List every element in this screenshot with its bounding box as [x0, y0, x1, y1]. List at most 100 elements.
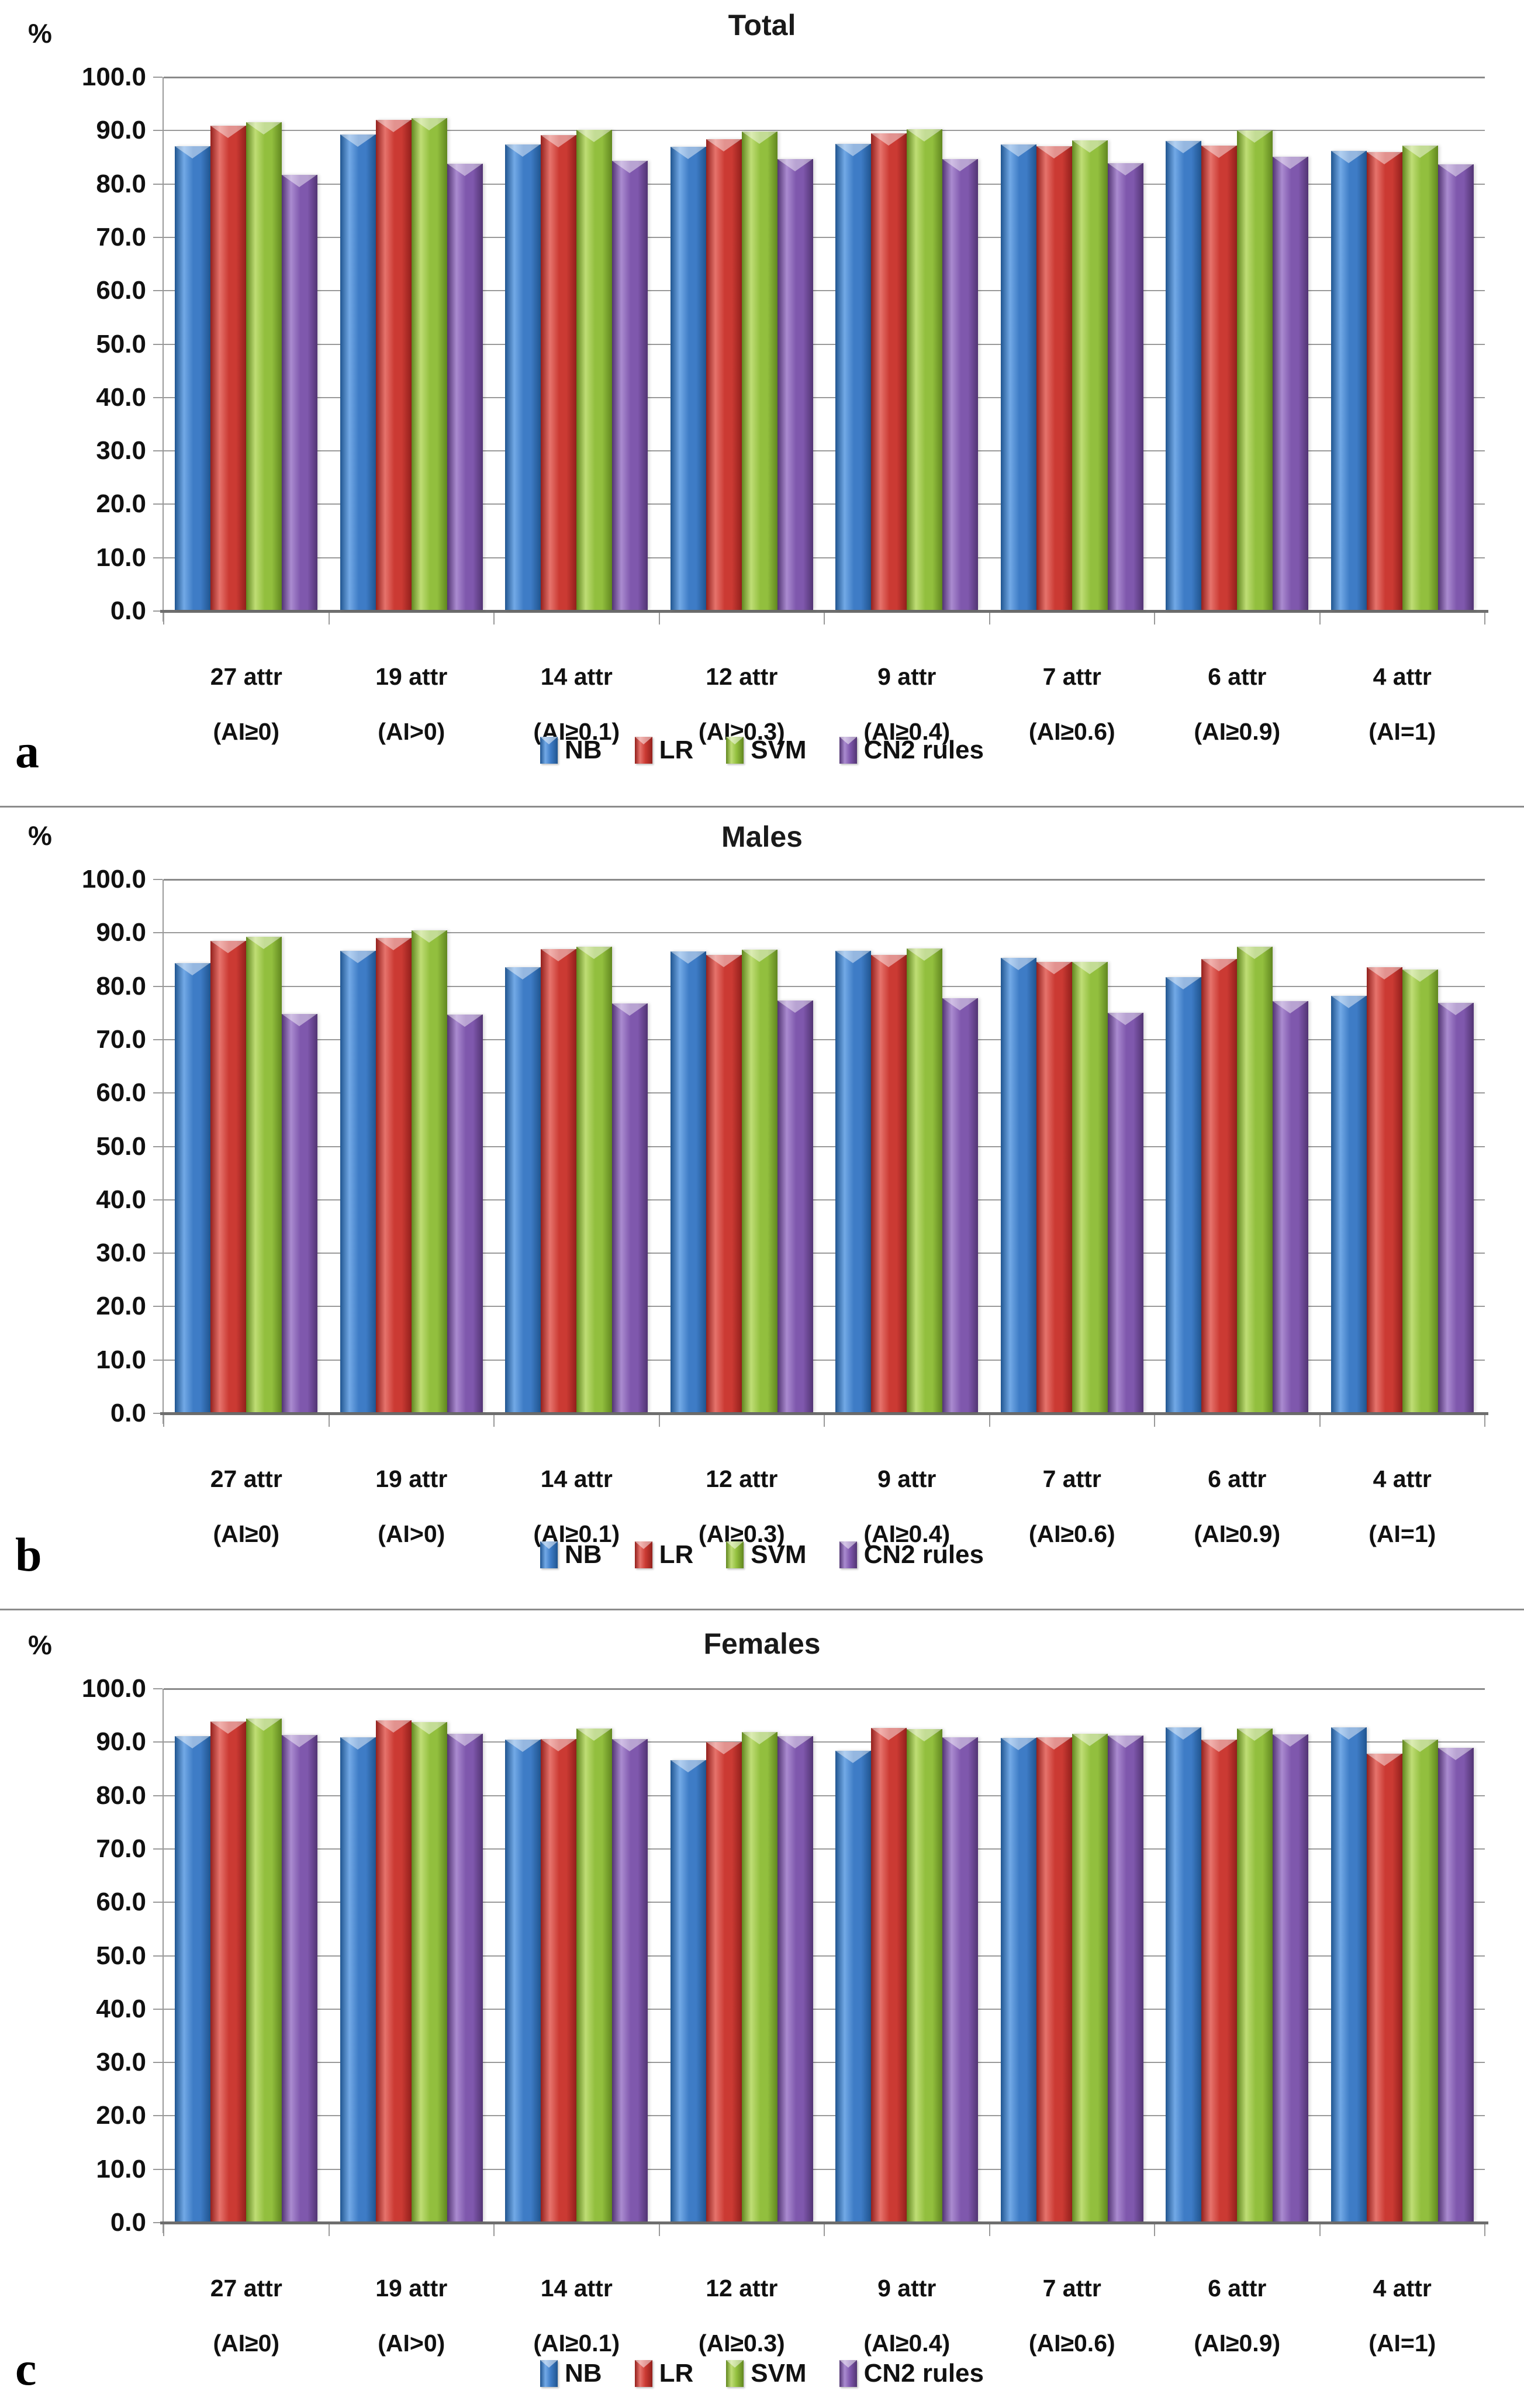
bar-nb	[1331, 150, 1367, 610]
bar-svm	[1237, 1729, 1273, 2221]
category-attr-count: 19 attr	[375, 2275, 448, 2302]
category-label: 7 attr (AI≥0.6)	[990, 664, 1155, 744]
y-tick-label: 90.0	[96, 1727, 146, 1757]
category-label: 7 attr (AI≥0.6)	[990, 2275, 1155, 2356]
gridline	[164, 557, 1485, 558]
bar-cn2-rules	[942, 159, 979, 610]
gridline	[164, 1955, 1485, 1957]
gridline	[164, 1199, 1485, 1200]
category-condition: (AI≥0.6)	[1028, 1520, 1115, 1547]
legend-total: NB LR SVM CN2 rules	[0, 736, 1524, 765]
y-tick-label: 70.0	[96, 1024, 146, 1054]
y-axis-tick	[153, 503, 163, 505]
category-condition: (AI≥0.4)	[863, 718, 951, 745]
bar-nb	[505, 144, 541, 610]
gridline	[164, 932, 1485, 934]
y-tick-label: 0.0	[110, 2208, 146, 2237]
y-axis-tick	[153, 557, 163, 558]
bar-svm	[1237, 130, 1273, 610]
x-axis-tick	[989, 1415, 990, 1427]
x-axis-tick	[1154, 1415, 1155, 1427]
y-axis-tick	[153, 236, 163, 238]
gridline	[164, 1359, 1485, 1361]
x-axis-tick	[658, 613, 660, 625]
bar-cn2-rules	[1273, 1734, 1309, 2221]
bar-lr	[1366, 151, 1402, 610]
y-axis-tick	[153, 985, 163, 987]
gridline	[164, 450, 1485, 452]
bar-cn2-rules	[1107, 1013, 1143, 1412]
y-axis-tick	[153, 1092, 163, 1094]
bar-cn2-rules	[447, 1014, 483, 1412]
bar-lr	[541, 135, 577, 610]
legend-label: CN2 rules	[863, 736, 984, 764]
bar-cn2-rules	[282, 1013, 318, 1412]
bar-lr	[1201, 145, 1238, 610]
bar-nb	[175, 146, 211, 610]
plot-area-males: 0.0 10.0 20.0 30.0 40.0 50.0 60.0 70.0 80.0 90.0 1…	[82, 866, 1488, 1547]
bar-svm	[1072, 140, 1108, 610]
chart-panel-males: % Males 0.0 10.0 20.0 30.0 40.0 50.0 60.0 70.0 8…	[0, 802, 1524, 1605]
category-label: 4 attr (AI=1)	[1320, 1466, 1485, 1547]
legend-item-cn2-rules: CN2 rules	[839, 736, 984, 765]
bar-lr	[1036, 146, 1072, 610]
y-tick-label: 100.0	[81, 63, 146, 91]
legend-label: SVM	[751, 736, 807, 764]
legend-label: LR	[659, 1540, 694, 1569]
category-condition: (AI≥0.9)	[1194, 1520, 1281, 1547]
bar-svm	[576, 1729, 613, 2221]
bar-svm	[411, 930, 447, 1412]
y-axis-tick	[153, 2115, 163, 2117]
bar-svm	[1402, 970, 1438, 1412]
x-axis-tick	[163, 613, 164, 625]
category-label: 14 attr (AI≥0.1)	[494, 664, 659, 744]
bar-nb	[1166, 141, 1202, 610]
bar-lr	[1201, 958, 1238, 1412]
bar-svm	[1072, 962, 1108, 1412]
bar-lr	[706, 139, 742, 610]
category-label: 6 attr (AI≥0.9)	[1155, 2275, 1320, 2356]
x-axis-tick	[989, 2224, 990, 2236]
category-attr-count: 6 attr	[1208, 663, 1267, 690]
x-axis-tick	[493, 613, 495, 625]
category-label: 6 attr (AI≥0.9)	[1155, 664, 1320, 744]
bar-svm	[1402, 145, 1438, 610]
category-condition: (AI=1)	[1369, 1520, 1436, 1547]
y-axis-tick	[153, 1955, 163, 1957]
y-axis-tick	[153, 2062, 163, 2064]
y-tick-label: 90.0	[96, 918, 146, 947]
bar-lr	[706, 1742, 742, 2221]
bar-nb	[175, 1736, 211, 2221]
bar-svm	[741, 131, 777, 610]
y-axis-tick	[153, 1413, 163, 1414]
bar-lr	[375, 119, 412, 610]
gridline	[164, 183, 1485, 185]
legend-marker-cn2-rules	[839, 1541, 857, 1568]
bar-svm	[741, 950, 777, 1412]
y-tick-label: 80.0	[96, 971, 146, 1001]
bar-nb	[835, 1750, 872, 2221]
plot-area-females: 0.0 10.0 20.0 30.0 40.0 50.0 60.0 70.0 80.0 90.0 1…	[82, 1675, 1488, 2356]
bar-cn2-rules	[282, 174, 318, 610]
y-axis-tick	[153, 2168, 163, 2170]
y-tick-label: 80.0	[96, 169, 146, 198]
y-axis-unit-label: %	[28, 1630, 52, 1660]
bar-nb	[1331, 1727, 1367, 2221]
bar-cn2-rules	[777, 1736, 813, 2221]
y-axis-tick	[153, 290, 163, 292]
bar-cn2-rules	[447, 1734, 483, 2221]
gridline	[164, 1092, 1485, 1094]
bar-svm	[576, 130, 613, 610]
legend-marker-cn2-rules	[839, 2360, 857, 2387]
bar-svm	[246, 1718, 282, 2221]
y-tick-label: 10.0	[96, 2154, 146, 2183]
y-tick-label: 40.0	[96, 1994, 146, 2023]
x-axis-tick	[328, 613, 330, 625]
category-attr-count: 4 attr	[1373, 1465, 1432, 1492]
category-label: 19 attr (AI>0)	[329, 664, 495, 744]
legend-marker-svm	[726, 1541, 744, 1568]
category-condition: (AI≥0.9)	[1194, 2330, 1281, 2357]
panel-letter-c: c	[15, 2342, 37, 2395]
bar-lr	[1366, 967, 1402, 1412]
bar-nb	[670, 147, 706, 610]
